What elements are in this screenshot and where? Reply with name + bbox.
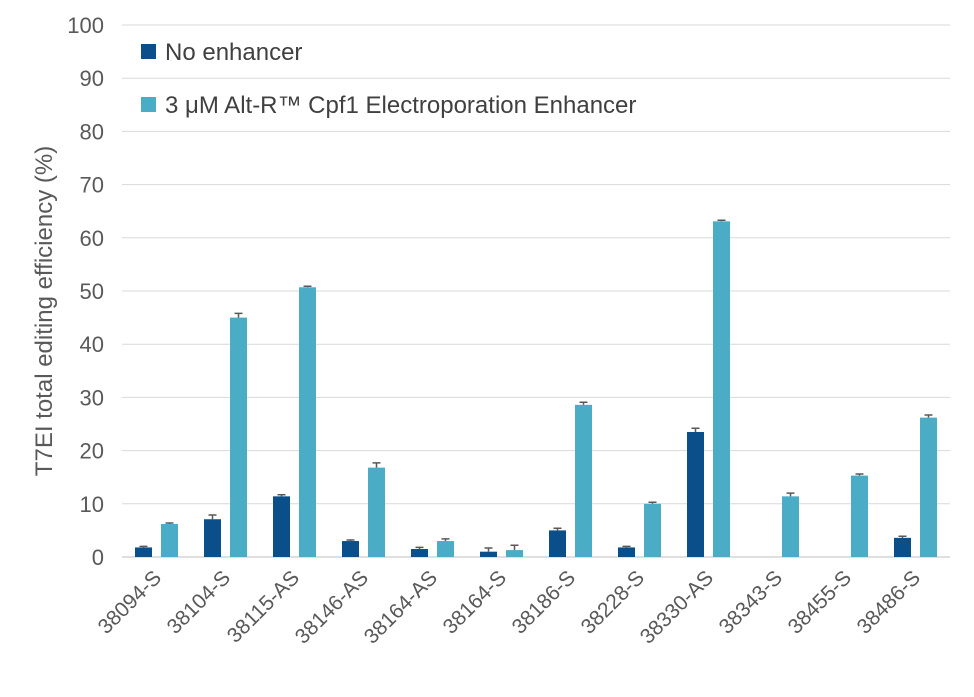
y-tick-label: 20 [80, 439, 104, 464]
y-axis-ticks: 0 10 20 30 40 50 60 70 80 90 100 [67, 13, 104, 570]
error-bar [165, 522, 174, 525]
error-bar [855, 473, 864, 476]
bar-38115-AS-enhancer [299, 287, 316, 557]
y-tick-label: 50 [80, 279, 104, 304]
bar-38228-S-enhancer [644, 503, 661, 557]
bar-38104-S-no-enhancer [204, 519, 221, 557]
bar-38164-S-no-enhancer [480, 551, 497, 557]
gridlines [122, 24, 950, 505]
bar-38115-AS-no-enhancer [273, 496, 290, 557]
x-tick-label: 38343-S [715, 566, 787, 638]
x-tick-label: 38330-AS [636, 566, 718, 648]
error-bar [898, 535, 907, 538]
error-bar [648, 501, 657, 504]
bar-38486-S-no-enhancer [894, 537, 911, 557]
y-tick-label: 70 [80, 173, 104, 198]
legend: No enhancer 3 μM Alt-R™ Cpf1 Electropora… [141, 39, 636, 119]
y-tick-label: 40 [80, 332, 104, 357]
bar-38343-S-enhancer [782, 496, 799, 557]
bar-38146-AS-no-enhancer [342, 541, 359, 557]
error-bar [786, 492, 795, 497]
error-bar [346, 539, 355, 542]
error-bar [510, 544, 519, 551]
error-bar [691, 427, 700, 432]
y-tick-label: 80 [80, 119, 104, 144]
x-tick-label: 38146-AS [291, 566, 373, 648]
bar-38186-S-enhancer [575, 404, 592, 557]
bar-38186-S-no-enhancer [549, 530, 566, 557]
error-bar [553, 527, 562, 531]
error-bar [277, 494, 286, 497]
error-bar [415, 546, 424, 550]
bar-38094-S-enhancer [161, 524, 178, 557]
bar-38094-S-no-enhancer [135, 547, 152, 557]
y-tick-label: 100 [67, 13, 104, 38]
error-bar [484, 547, 493, 552]
legend-swatch-no-enhancer [141, 44, 156, 59]
y-tick-label: 90 [80, 66, 104, 91]
error-bar [139, 545, 148, 548]
x-tick-label: 38164-S [439, 566, 511, 638]
legend-label-enhancer: 3 μM Alt-R™ Cpf1 Electroporation Enhance… [165, 92, 636, 119]
x-tick-label: 38115-AS [223, 566, 304, 647]
x-tick-label: 38094-S [94, 566, 166, 638]
error-bars [139, 219, 933, 552]
y-tick-label: 10 [80, 492, 104, 517]
error-bar [622, 545, 631, 548]
x-tick-label: 38228-S [577, 566, 649, 638]
bar-38330-AS-no-enhancer [687, 431, 704, 557]
error-bar [441, 538, 450, 542]
error-bar [208, 514, 217, 520]
bar-38164-AS-enhancer [437, 541, 454, 557]
bar-38486-S-enhancer [920, 417, 937, 557]
y-tick-label: 60 [80, 226, 104, 251]
x-tick-label: 38186-S [508, 566, 580, 638]
bar-38228-S-no-enhancer [618, 547, 635, 557]
y-tick-label: 0 [92, 545, 104, 570]
y-axis-title: T7EI total editing efficiency (%) [31, 146, 58, 476]
x-tick-label: 38104-S [163, 566, 235, 638]
x-tick-label: 38455-S [784, 566, 856, 638]
error-bar [303, 285, 312, 288]
error-bar [234, 312, 243, 318]
legend-label-no-enhancer: No enhancer [165, 39, 302, 66]
bar-38330-AS-enhancer [713, 221, 730, 558]
error-bar [717, 219, 726, 222]
bars [135, 221, 937, 558]
bar-38164-S-enhancer [506, 550, 523, 557]
y-tick-label: 30 [80, 385, 104, 410]
bar-38164-AS-no-enhancer [411, 549, 428, 557]
bar-38104-S-enhancer [230, 317, 247, 557]
x-tick-label: 38164-AS [360, 566, 442, 648]
x-axis-ticks: 38094-S38104-S38115-AS38146-AS38164-AS38… [94, 566, 925, 648]
error-bar [372, 462, 381, 468]
bar-38455-S-enhancer [851, 475, 868, 557]
x-tick-label: 38486-S [853, 566, 925, 638]
error-bar [579, 401, 588, 405]
error-bar [924, 414, 933, 418]
legend-swatch-enhancer [141, 97, 156, 112]
bar-38146-AS-enhancer [368, 467, 385, 557]
